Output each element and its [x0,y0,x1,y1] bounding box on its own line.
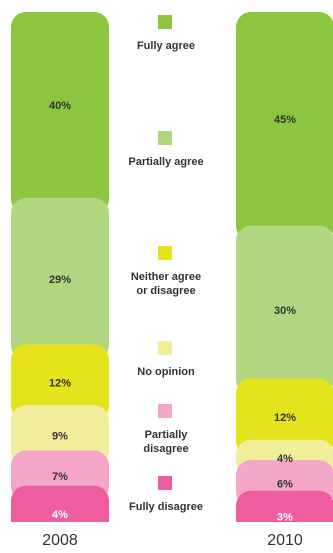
legend-label-3-line-2: or disagree [136,285,195,297]
legend-label-4: No opinion [137,366,195,378]
value-label-2010-4: 4% [277,453,293,465]
value-label-2008-3: 12% [49,378,71,390]
legend-swatch-2 [158,131,172,145]
value-label-2008-5: 7% [52,471,68,483]
value-label-2010-6: 3% [277,511,293,523]
legend-swatch-5 [158,404,172,418]
bar-segment-2010-3 [236,378,333,456]
value-label-2008-6: 4% [52,509,68,521]
legend-label-5-line-2: disagree [143,443,188,455]
x-tick-label-2008: 2008 [42,532,78,549]
bar-segment-2010-1 [236,12,333,242]
legend-swatch-1 [158,15,172,29]
legend-label-2: Partially agree [128,156,203,168]
bar-base-2010 [236,507,333,522]
legend-swatch-4 [158,341,172,355]
value-label-2010-5: 6% [277,478,293,490]
bar-segment-2008-3 [11,344,109,422]
value-label-2010-2: 30% [274,305,296,317]
value-label-2008-4: 9% [52,431,68,443]
value-label-2008-2: 29% [49,274,71,286]
bar-segment-2008-2 [11,197,109,361]
legend-label-5-line-1: Partially [145,429,189,441]
legend-swatch-6 [158,476,172,490]
x-tick-label-2010: 2010 [267,532,303,549]
legend-swatch-3 [158,246,172,260]
bar-base-2008 [11,507,109,522]
value-label-2010-1: 45% [274,114,296,126]
bar-segment-2008-1 [11,12,109,214]
x-axis-labels: 2008 2010 [42,532,303,549]
legend: Fully agree Partially agree Neither agree o… [128,15,204,513]
legend-label-3-line-1: Neither agree [131,271,201,283]
bar-segment-2010-2 [236,225,333,395]
bars-group: 40% 29% 12% 9% 7% 4% 45% 30% 12% 4% 6% 3% [11,12,333,523]
value-label-2008-1: 40% [49,100,71,112]
value-label-2010-3: 12% [274,412,296,424]
legend-label-1: Fully agree [137,40,195,52]
legend-label-6: Fully disagree [129,501,203,513]
